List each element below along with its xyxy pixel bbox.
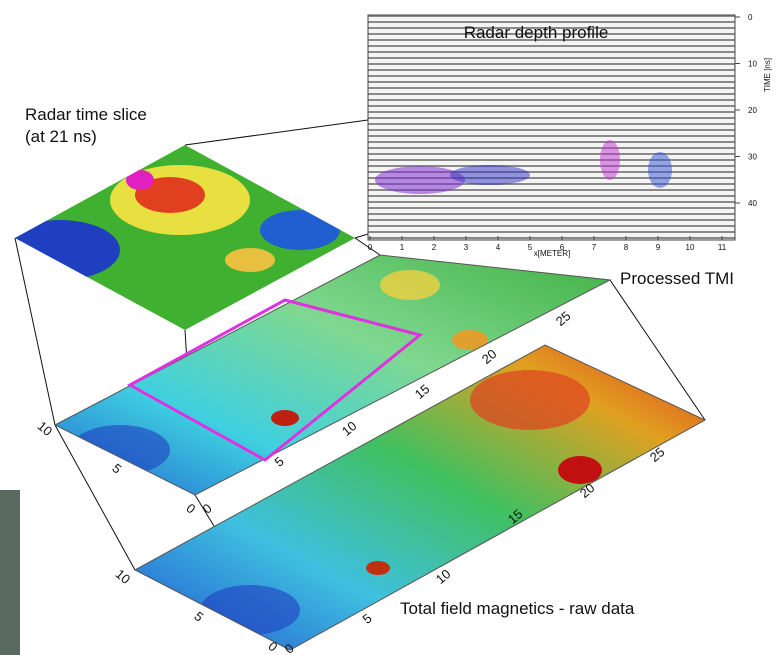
x-tick-label: 10 [686, 243, 695, 252]
profile-title: Radar depth profile [464, 23, 609, 42]
map-x-tick-label: 10 [339, 418, 360, 439]
time-tick-label: 40 [748, 199, 757, 208]
x-tick-label: 11 [718, 243, 727, 252]
x-tick-label: 3 [464, 243, 469, 252]
x-tick-label: 8 [624, 243, 629, 252]
photo-fragment [0, 490, 20, 655]
map-x-tick-label: 5 [272, 453, 287, 469]
map-x-tick-label: 0 [200, 500, 215, 516]
time-axis-label: TIME [ns] [763, 58, 772, 92]
map-y-tick-label: 10 [35, 418, 56, 439]
time-slice-label: (at 21 ns) [25, 127, 97, 146]
time-slice-label: Radar time slice [25, 105, 147, 124]
time-tick-label: 30 [748, 153, 757, 162]
x-tick-label: 4 [496, 243, 501, 252]
time-tick-label: 20 [748, 106, 757, 115]
map-x-tick-label: 15 [412, 381, 433, 402]
map-y-tick-label: 0 [183, 500, 198, 516]
map-y-tick-label: 5 [109, 460, 124, 476]
x-tick-label: 0 [368, 243, 373, 252]
map-y-tick-label: 10 [113, 566, 134, 587]
map-x-tick-label: 5 [360, 610, 375, 626]
raw-label: Total field magnetics - raw data [400, 599, 635, 618]
x-tick-label: 1 [400, 243, 405, 252]
x-tick-label: 9 [656, 243, 661, 252]
map-y-tick-label: 5 [191, 608, 206, 624]
map-y-tick-label: 0 [265, 638, 280, 654]
time-tick-label: 10 [748, 60, 757, 69]
x-tick-label: 5 [528, 243, 533, 252]
map-x-tick-label: 20 [479, 346, 500, 367]
radar-profile [368, 15, 735, 240]
x-tick-label: 6 [560, 243, 565, 252]
map-x-tick-label: 25 [553, 308, 574, 329]
tmi-label: Processed TMI [620, 269, 734, 288]
x-axis-label: x[METER] [534, 249, 570, 258]
x-tick-label: 2 [432, 243, 437, 252]
time-tick-label: 0 [748, 13, 753, 22]
figure: Radar depth profile TIME [ns] x[METER] R… [0, 0, 784, 655]
x-tick-label: 7 [592, 243, 597, 252]
